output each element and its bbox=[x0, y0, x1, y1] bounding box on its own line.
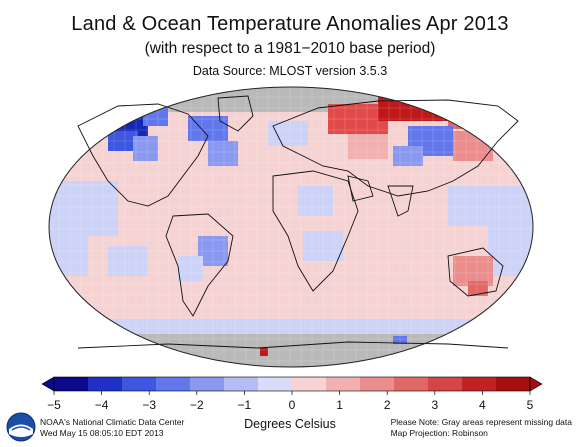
arabia-outline bbox=[347, 175, 374, 202]
colorbar-segment bbox=[122, 377, 157, 391]
coastlines bbox=[77, 95, 519, 349]
colorbar-segment bbox=[428, 377, 463, 391]
colorbar-tick-label: 1 bbox=[336, 398, 343, 412]
colorbar-tick-label: −2 bbox=[189, 398, 204, 412]
australia-outline bbox=[447, 247, 504, 297]
north-america-outline bbox=[77, 103, 209, 207]
data-source: Data Source: MLOST version 3.5.3 bbox=[192, 64, 388, 78]
colorbar-tick-label: 5 bbox=[526, 398, 534, 412]
africa-outline bbox=[272, 170, 359, 292]
colorbar bbox=[41, 376, 543, 395]
footer-date: Wed May 15 08:05:10 EDT 2013 bbox=[40, 427, 164, 438]
colorbar-segment bbox=[156, 377, 191, 391]
footer-note: Please Note: Gray areas represent missin… bbox=[390, 417, 572, 427]
greenland-outline bbox=[217, 95, 254, 132]
colorbar-segment bbox=[326, 377, 361, 391]
antarctica-outline bbox=[77, 341, 509, 349]
temperature-anomaly-map bbox=[48, 86, 534, 368]
footer-left: NOAA's National Climatic Data Center Wed… bbox=[40, 417, 184, 438]
colorbar-segment bbox=[292, 377, 327, 391]
india-outline bbox=[387, 185, 414, 217]
anomaly-field bbox=[49, 87, 533, 367]
colorbar-tick-label: −5 bbox=[47, 398, 61, 412]
colorbar-tick-label: 0 bbox=[288, 398, 296, 412]
europe-asia-outline bbox=[272, 99, 519, 197]
colorbar-tick-label: 4 bbox=[479, 398, 486, 412]
south-america-outline bbox=[165, 213, 234, 317]
colorbar-segment bbox=[394, 377, 429, 391]
colorbar-segment bbox=[88, 377, 123, 391]
colorbar-segment bbox=[496, 377, 531, 391]
colorbar-segment bbox=[224, 377, 259, 391]
colorbar-segment bbox=[54, 377, 89, 391]
noaa-logo-icon bbox=[6, 412, 36, 442]
colorbar-segment bbox=[190, 377, 225, 391]
globe-border bbox=[48, 86, 534, 368]
map-title: Land & Ocean Temperature Anomalies Apr 2… bbox=[71, 13, 509, 35]
map-subtitle: (with respect to a 1981−2010 base period… bbox=[144, 40, 436, 57]
footer-projection: Map Projection: Robinson bbox=[390, 427, 488, 438]
colorbar-tick-label: 2 bbox=[383, 398, 391, 412]
colorbar-tick-label: −3 bbox=[142, 398, 157, 412]
colorbar-tick-label: 3 bbox=[431, 398, 439, 412]
colorbar-tick-label: −4 bbox=[94, 398, 109, 412]
colorbar-axis-label: Degrees Celsius bbox=[244, 417, 336, 431]
colorbar-segment bbox=[360, 377, 395, 391]
colorbar-max-arrow bbox=[529, 376, 543, 392]
footer-right: Please Note: Gray areas represent missin… bbox=[391, 417, 572, 438]
footer-org: NOAA's National Climatic Data Center bbox=[40, 417, 185, 427]
colorbar-segment bbox=[258, 377, 293, 391]
colorbar-tick-label: −1 bbox=[237, 398, 252, 412]
colorbar-segment bbox=[462, 377, 497, 391]
colorbar-min-arrow bbox=[41, 376, 55, 392]
